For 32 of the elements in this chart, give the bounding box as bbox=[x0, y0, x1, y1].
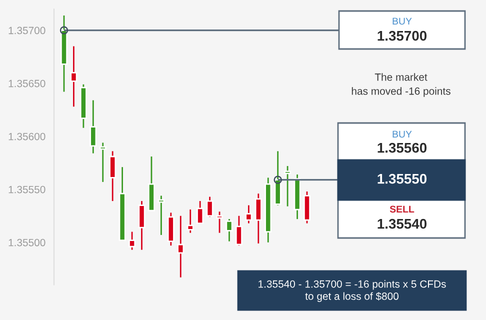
candlestick bbox=[109, 150, 116, 202]
text: 1.35700 bbox=[378, 30, 427, 41]
candlestick bbox=[196, 200, 204, 224]
y-tick-label: 1.35500 bbox=[8, 238, 46, 246]
text: BUY bbox=[392, 18, 412, 25]
candlestick bbox=[235, 215, 242, 246]
candlestick bbox=[284, 165, 292, 208]
y-tick-label: 1.35700 bbox=[8, 26, 46, 34]
candlestick bbox=[128, 231, 136, 250]
candlestick bbox=[216, 210, 224, 234]
text: The market bbox=[374, 73, 428, 81]
candlestick bbox=[70, 46, 78, 108]
candlestick bbox=[177, 215, 184, 278]
y-tick-label: 1.35550 bbox=[8, 186, 46, 194]
y-tick-label: 1.35650 bbox=[8, 80, 46, 88]
candlestick bbox=[245, 204, 252, 224]
candlestick bbox=[226, 218, 233, 242]
text: SELL bbox=[390, 206, 414, 213]
text: has moved -16 points bbox=[352, 87, 450, 97]
candlestick bbox=[158, 195, 165, 236]
annotation: 1.35540 - 1.35700 = -16 points x 5 CFDs to get a loss of $800 bbox=[258, 280, 446, 302]
candlestick bbox=[138, 200, 146, 250]
candlestick bbox=[186, 208, 194, 234]
text: BUY bbox=[392, 130, 412, 138]
candlestick bbox=[254, 192, 262, 244]
text: 1.35550 bbox=[378, 174, 427, 184]
candlestick bbox=[90, 100, 97, 154]
candlestick bbox=[99, 142, 106, 183]
candlestick bbox=[206, 196, 214, 218]
text: 1.35540 bbox=[378, 218, 427, 229]
y-tick-label: 1.35600 bbox=[8, 132, 46, 140]
text: 1.35560 bbox=[378, 142, 427, 153]
